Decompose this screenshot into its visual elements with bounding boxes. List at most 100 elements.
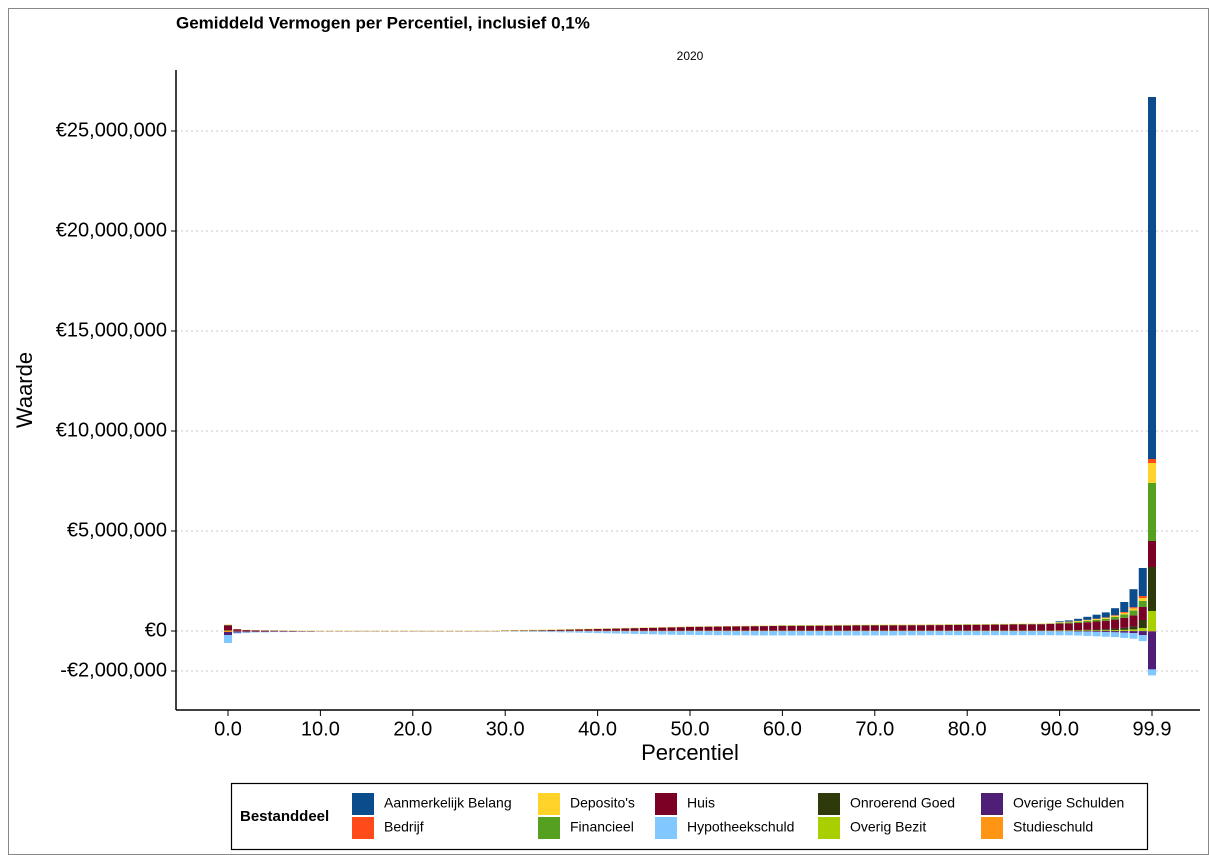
bar-segment — [667, 627, 676, 631]
bar-segment — [1111, 630, 1120, 631]
legend-key — [981, 817, 1003, 839]
bar-segment — [824, 631, 833, 636]
chart-title: Gemiddeld Vermogen per Percentiel, inclu… — [176, 13, 590, 32]
bar-segment — [224, 632, 232, 635]
legend-key — [655, 817, 677, 839]
bar-segment — [639, 631, 648, 635]
bar-segment — [1129, 615, 1138, 627]
bar-segment — [1129, 629, 1138, 631]
bar-segment — [722, 631, 731, 636]
bar-segment — [806, 631, 815, 636]
bar-segment — [649, 631, 658, 635]
bar-segment — [1083, 616, 1092, 620]
bar-segment — [1101, 630, 1110, 631]
bar-segment — [1148, 97, 1156, 459]
bar-segment — [1120, 617, 1129, 628]
bar-segment — [538, 631, 547, 632]
bar-segment — [621, 628, 630, 631]
page-frame — [8, 8, 1209, 855]
legend-key — [538, 793, 560, 815]
bar-segment — [547, 631, 556, 633]
bar-segment — [732, 631, 741, 636]
bar-segment — [741, 631, 750, 636]
bar-segment — [1092, 630, 1101, 631]
bar-segment — [963, 631, 972, 636]
bar-segment — [889, 631, 898, 636]
bar-segment — [270, 631, 279, 632]
bar-segment — [279, 631, 288, 632]
legend-label: Studieschuld — [1013, 819, 1093, 835]
bar-segment — [695, 626, 704, 631]
bar-segment — [741, 626, 750, 631]
bar-segment — [676, 631, 685, 635]
legend-key — [538, 817, 560, 839]
bar-segment — [1148, 459, 1156, 463]
bar-segment — [1064, 621, 1073, 623]
bar-segment — [1074, 622, 1083, 631]
bar-segment — [1111, 628, 1120, 630]
bar-segment — [815, 631, 824, 636]
bar-segment — [602, 628, 611, 631]
bar-segment — [1101, 617, 1110, 619]
bar-segment — [1138, 607, 1147, 620]
x-tick-label: 80.0 — [948, 718, 987, 740]
bar-segment — [1129, 633, 1138, 639]
bar-segment — [1138, 601, 1147, 607]
bar-segment — [251, 630, 260, 631]
bar-segment — [1138, 620, 1147, 628]
bar-segment — [584, 629, 593, 631]
bar-segment — [898, 631, 907, 636]
bar-segment — [843, 631, 852, 636]
bar-segment — [1083, 620, 1092, 623]
legend-label: Financieel — [570, 819, 634, 835]
bar-segment — [769, 631, 778, 636]
x-tick-label: 20.0 — [393, 718, 432, 740]
bar-segment — [1092, 629, 1101, 631]
legend-key — [981, 793, 1003, 815]
bar-segment — [898, 625, 907, 631]
bar-segment — [1148, 567, 1156, 611]
bar-segment — [953, 625, 962, 631]
bar-segment — [593, 629, 602, 631]
bar-segment — [1027, 631, 1036, 636]
legend: Aanmerkelijk Belang Bedrijf Deposito's Fina… — [352, 793, 1124, 839]
x-tick-label: 40.0 — [578, 718, 617, 740]
bar-segment — [667, 631, 676, 635]
bar-segment — [759, 626, 768, 631]
bar-segment — [1092, 619, 1101, 620]
bar-segment — [1129, 610, 1138, 616]
bar-segment — [1055, 623, 1064, 631]
bar-segment — [242, 632, 251, 633]
x-tick-label: 70.0 — [855, 718, 894, 740]
legend-label: Deposito's — [570, 795, 635, 811]
legend-key — [655, 793, 677, 815]
x-tick-label: 30.0 — [486, 718, 525, 740]
bar-segment — [787, 631, 796, 636]
bar-segment — [1129, 589, 1138, 608]
bar-segment — [1074, 630, 1083, 631]
bar-segment — [528, 630, 537, 631]
bar-segment — [981, 631, 990, 636]
bar-segment — [1148, 483, 1156, 541]
bar-segment — [1046, 631, 1055, 636]
bar-segment — [1101, 620, 1110, 630]
bar-segment — [575, 631, 584, 633]
bar-segment — [1083, 629, 1092, 631]
bar-segment — [1027, 624, 1036, 631]
bar-segment — [944, 631, 953, 636]
bar-segment — [1009, 631, 1018, 636]
bar-segment — [796, 625, 805, 631]
bar-segment — [750, 631, 759, 636]
bar-segment — [1111, 615, 1120, 617]
bar-segment — [981, 624, 990, 631]
bar-segment — [1101, 612, 1110, 618]
bar-segment — [630, 631, 639, 634]
bar-segment — [1037, 631, 1046, 636]
bar-segment — [880, 625, 889, 631]
bar-segment — [990, 631, 999, 636]
bars — [224, 97, 1156, 676]
x-tick-label: 0.0 — [214, 718, 242, 740]
bar-segment — [1120, 632, 1129, 638]
bar-segment — [907, 625, 916, 631]
bar-segment — [704, 631, 713, 636]
